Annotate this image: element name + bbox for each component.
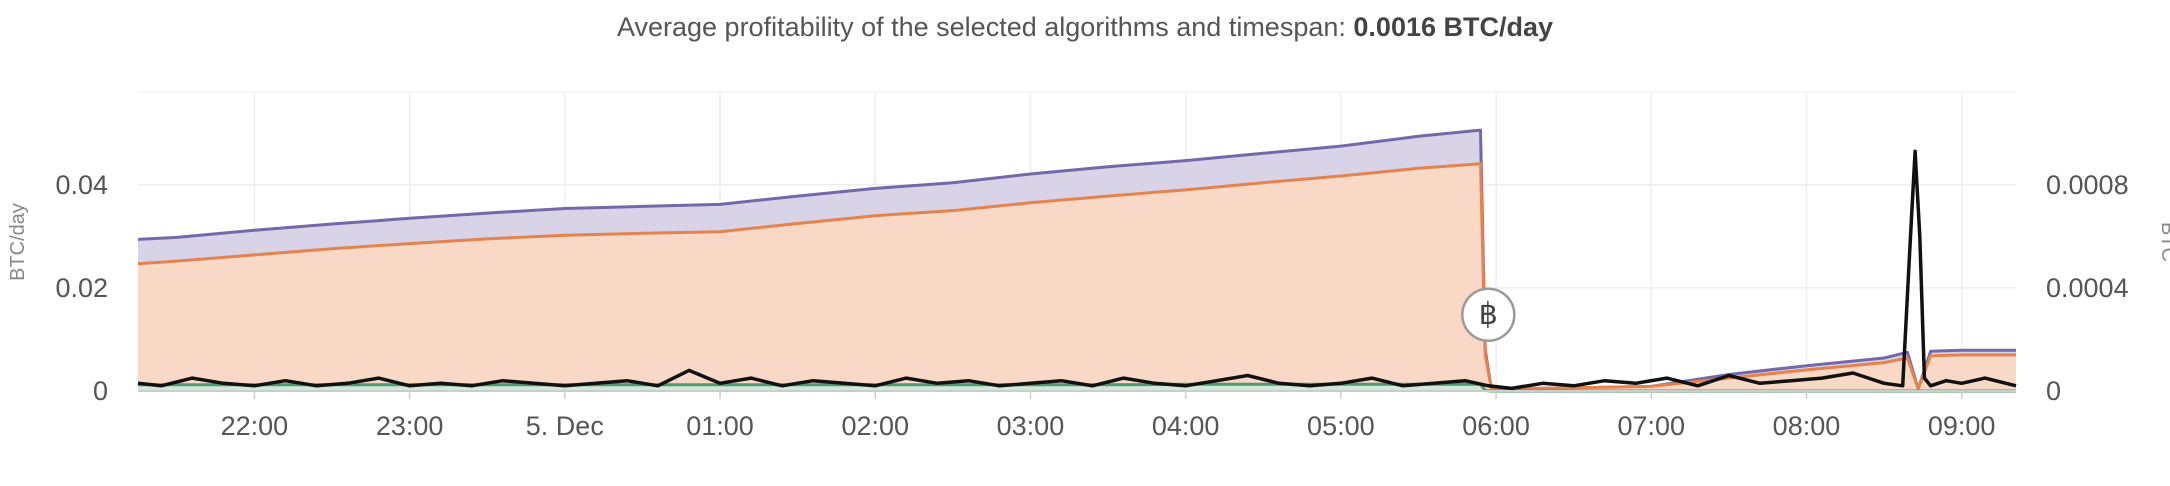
y-left-tick-label-1: 0.02 (55, 273, 108, 303)
bitcoin-icon: ฿ (1479, 297, 1498, 332)
headline-value: 0.0016 BTC/day (1353, 12, 1554, 42)
x-tick-label-6: 04:00 (1152, 411, 1220, 441)
y-left-tick-label-2: 0.04 (55, 170, 108, 200)
x-tick-label-2: 5. Dec (526, 411, 604, 441)
y-axis-left: 0 0.02 0.04 (55, 170, 108, 406)
x-tick-label-1: 23:00 (376, 411, 444, 441)
btc-line[interactable] (137, 149, 2017, 391)
series-1-area (138, 163, 2016, 391)
y-right-tick-label-1: 0.0004 (2046, 273, 2129, 303)
x-tick-label-7: 05:00 (1307, 411, 1375, 441)
x-tick-label-3: 01:00 (686, 411, 754, 441)
series-0-line[interactable] (137, 128, 2016, 391)
y-left-tick-label-0: 0 (93, 376, 108, 406)
x-tick-label-4: 02:00 (841, 411, 909, 441)
x-tick-label-0: 22:00 (221, 411, 289, 441)
bitcoin-marker[interactable]: ฿ (1461, 287, 1516, 342)
y-right-tick-label-0: 0 (2046, 376, 2061, 406)
area-series (137, 128, 2016, 393)
y-right-tick-label-2: 0.0008 (2046, 170, 2129, 200)
chart-headline: Average profitability of the selected al… (0, 12, 2170, 43)
y-axis-title-right: BTC (2157, 222, 2170, 262)
y-axis-title-left: BTC/day (7, 203, 29, 281)
y-axis-right: 0 0.0004 0.0008 (2046, 170, 2129, 406)
x-tick-label-11: 09:00 (1928, 411, 1996, 441)
headline-label: Average profitability of the selected al… (616, 12, 1346, 42)
x-tick-label-8: 06:00 (1462, 411, 1530, 441)
x-axis: 22:00 23:00 5. Dec 01:00 02:00 03:00 04:00 05:0… (221, 391, 1996, 441)
x-tick-label-9: 07:00 (1617, 411, 1685, 441)
series-1-line[interactable] (137, 162, 2016, 391)
x-tick-label-10: 08:00 (1773, 411, 1841, 441)
btc-line-series (137, 149, 2017, 391)
x-tick-label-5: 03:00 (997, 411, 1065, 441)
bitcoin-marker-circle[interactable] (1461, 287, 1516, 342)
